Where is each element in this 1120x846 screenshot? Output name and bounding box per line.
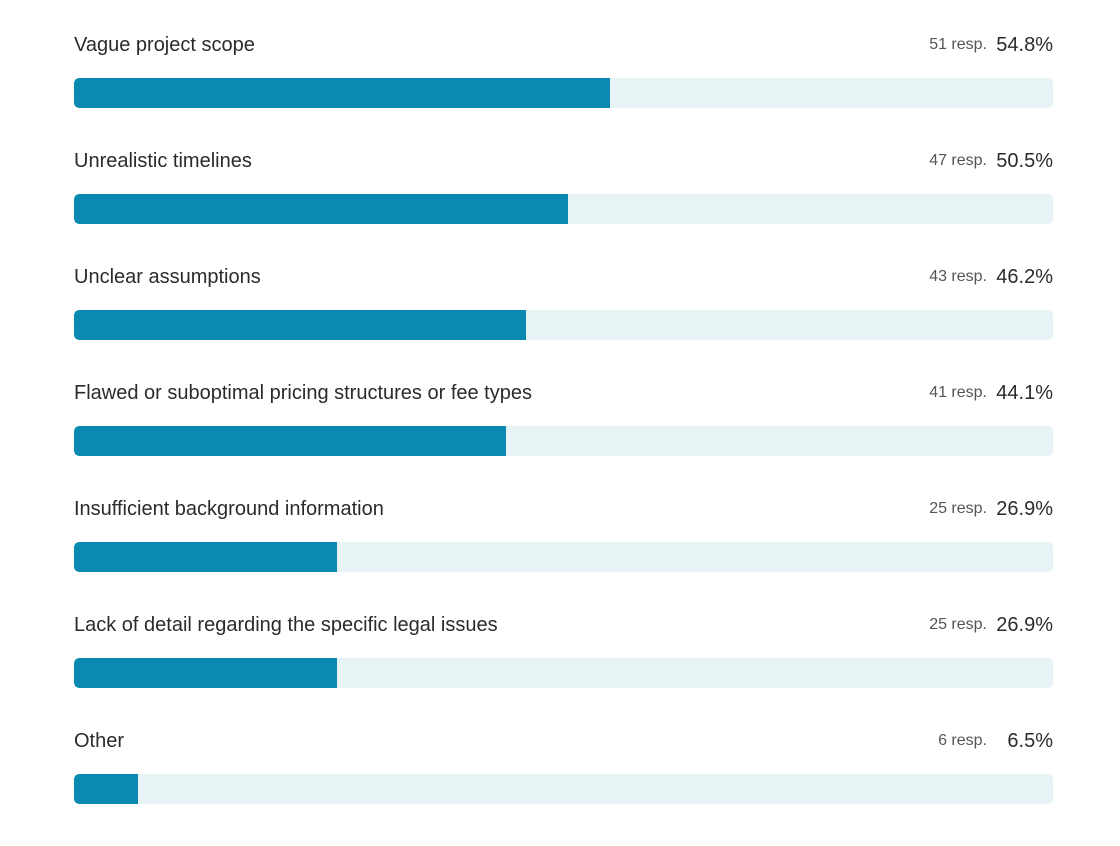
bar-fill bbox=[74, 194, 569, 224]
bar-track bbox=[74, 774, 1053, 804]
bar-track bbox=[74, 194, 1053, 224]
bar-response-count: 25 resp. bbox=[929, 500, 987, 517]
bar-row: Vague project scope 51 resp. 54.8% bbox=[74, 28, 1053, 108]
bar-category-label: Vague project scope bbox=[74, 34, 255, 56]
bar-stats: 6 resp. 6.5% bbox=[917, 724, 1053, 758]
bar-track bbox=[74, 542, 1053, 572]
bar-track bbox=[74, 78, 1053, 108]
bar-percentage: 26.9% bbox=[996, 613, 1053, 636]
bar-percentage: 6.5% bbox=[1007, 729, 1053, 752]
bar-response-count: 41 resp. bbox=[929, 384, 987, 401]
bar-percentage: 50.5% bbox=[996, 149, 1053, 172]
bar-response-count: 6 resp. bbox=[938, 732, 987, 749]
bar-stats: 51 resp. 54.8% bbox=[917, 28, 1053, 62]
bar-row: Unrealistic timelines 47 resp. 50.5% bbox=[74, 144, 1053, 224]
bar-category-label: Unclear assumptions bbox=[74, 266, 261, 288]
bar-percentage: 26.9% bbox=[996, 497, 1053, 520]
bar-category-label: Insufficient background information bbox=[74, 498, 384, 520]
bar-fill bbox=[74, 658, 338, 688]
bar-response-count: 25 resp. bbox=[929, 616, 987, 633]
bar-response-count: 51 resp. bbox=[929, 36, 987, 53]
bar-percentage: 54.8% bbox=[996, 33, 1053, 56]
bar-fill bbox=[74, 310, 527, 340]
bar-row: Flawed or suboptimal pricing structures … bbox=[74, 376, 1053, 456]
bar-track bbox=[74, 426, 1053, 456]
bar-category-label: Flawed or suboptimal pricing structures … bbox=[74, 382, 532, 404]
bar-fill bbox=[74, 542, 338, 572]
bar-stats: 41 resp. 44.1% bbox=[917, 376, 1053, 410]
bar-category-label: Unrealistic timelines bbox=[74, 150, 252, 172]
bar-stats: 47 resp. 50.5% bbox=[917, 144, 1053, 178]
bar-track bbox=[74, 310, 1053, 340]
bar-fill bbox=[74, 426, 506, 456]
bar-row: Other 6 resp. 6.5% bbox=[74, 724, 1053, 804]
bar-row: Unclear assumptions 43 resp. 46.2% bbox=[74, 260, 1053, 340]
bar-response-count: 43 resp. bbox=[929, 268, 987, 285]
bar-track bbox=[74, 658, 1053, 688]
bar-fill bbox=[74, 774, 138, 804]
bar-stats: 25 resp. 26.9% bbox=[917, 492, 1053, 526]
bar-row: Insufficient background information 25 r… bbox=[74, 492, 1053, 572]
bar-category-label: Other bbox=[74, 730, 125, 752]
bar-stats: 43 resp. 46.2% bbox=[917, 260, 1053, 294]
bar-percentage: 46.2% bbox=[996, 265, 1053, 288]
bar-percentage: 44.1% bbox=[996, 381, 1053, 404]
bar-row: Lack of detail regarding the specific le… bbox=[74, 608, 1053, 688]
bar-category-label: Lack of detail regarding the specific le… bbox=[74, 614, 498, 636]
bar-fill bbox=[74, 78, 611, 108]
bar-response-count: 47 resp. bbox=[929, 152, 987, 169]
bar-stats: 25 resp. 26.9% bbox=[917, 608, 1053, 642]
